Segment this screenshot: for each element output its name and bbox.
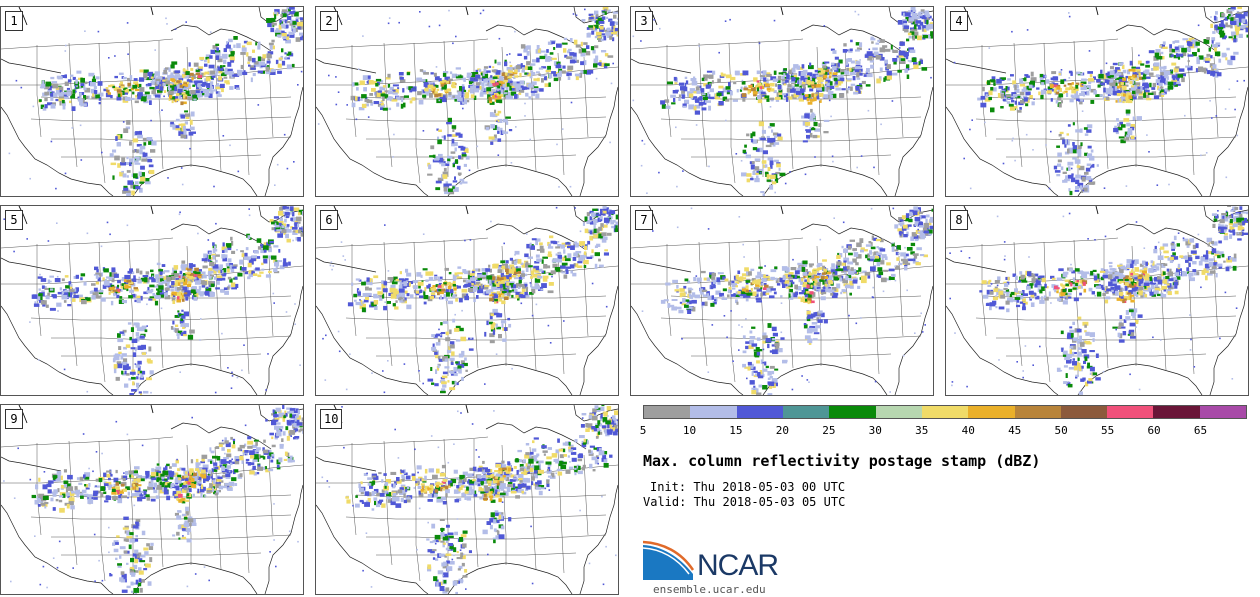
- ensemble-member-panel: 3: [630, 6, 934, 197]
- panel-number: 5: [5, 210, 23, 230]
- colorbar-tick-label: 50: [1054, 424, 1068, 437]
- colorbar-segment: [1014, 406, 1061, 418]
- ensemble-member-panel: 9: [0, 404, 304, 595]
- reflectivity-map: [631, 7, 933, 196]
- colorbar-segment: [1199, 406, 1247, 418]
- reflectivity-map: [946, 7, 1248, 196]
- colorbar-tick-label: 25: [822, 424, 836, 437]
- colorbar-segment: [736, 406, 783, 418]
- colorbar-tick-label: 45: [1008, 424, 1022, 437]
- reflectivity-map: [946, 206, 1248, 395]
- ensemble-member-panel: 2: [315, 6, 619, 197]
- colorbar-tick-label: 65: [1193, 424, 1208, 437]
- panel-number: 9: [5, 409, 23, 429]
- colorbar-tick-label: 30: [868, 424, 882, 437]
- ensemble-member-panel: 8: [945, 205, 1249, 396]
- colorbar-segment: [829, 406, 876, 418]
- ensemble-member-panel: 1: [0, 6, 304, 197]
- ncar-logo-icon: [643, 540, 695, 580]
- colorbar-tick-label: 35: [915, 424, 929, 437]
- colorbar-segment: [644, 406, 691, 418]
- reflectivity-map: [316, 206, 618, 395]
- panel-number: 10: [320, 409, 343, 429]
- colorbar-tick-label: 20: [775, 424, 789, 437]
- reflectivity-colorbar: [643, 405, 1247, 419]
- colorbar-tick-label: 15: [729, 424, 743, 437]
- ensemble-member-panel: 10: [315, 404, 619, 595]
- reflectivity-map: [1, 7, 303, 196]
- colorbar-segment: [1060, 406, 1108, 418]
- colorbar-segment: [782, 406, 830, 418]
- panel-number: 4: [950, 11, 968, 31]
- panel-number: 1: [5, 11, 23, 31]
- colorbar-segment: [921, 406, 969, 418]
- panel-number: 3: [635, 11, 653, 31]
- reflectivity-map: [1, 405, 303, 594]
- reflectivity-map: [1, 206, 303, 395]
- ensemble-member-panel: 6: [315, 205, 619, 396]
- colorbar-segment: [968, 406, 1015, 418]
- colorbar-tick-label: 60: [1147, 424, 1161, 437]
- colorbar-tick-label: 5: [639, 424, 647, 437]
- init-time: Init: Thu 2018-05-03 00 UTC: [650, 480, 846, 494]
- panel-number: 6: [320, 210, 338, 230]
- reflectivity-map: [631, 206, 933, 395]
- ensemble-member-panel: 5: [0, 205, 304, 396]
- reflectivity-map: [316, 7, 618, 196]
- ncar-logo-text: NCAR: [697, 549, 779, 582]
- ensemble-member-panel: 4: [945, 6, 1249, 197]
- colorbar-tick-label: 40: [961, 424, 975, 437]
- panel-number: 7: [635, 210, 653, 230]
- site-url: ensemble.ucar.edu: [653, 583, 766, 596]
- valid-time: Valid: Thu 2018-05-03 05 UTC: [643, 495, 846, 509]
- colorbar-segment: [1107, 406, 1154, 418]
- reflectivity-map: [316, 405, 618, 594]
- colorbar-segment: [690, 406, 737, 418]
- colorbar-tick-label: 55: [1100, 424, 1115, 437]
- figure-title: Max. column reflectivity postage stamp (…: [643, 452, 1041, 470]
- panel-number: 2: [320, 11, 338, 31]
- colorbar-tick-label: 10: [682, 424, 697, 437]
- colorbar-segment: [875, 406, 922, 418]
- colorbar-segment: [1153, 406, 1200, 418]
- colorbar-ticks: 5 10 15 20 25 30 35 40 45 50 55 60 65: [639, 424, 1247, 438]
- panel-number: 8: [950, 210, 968, 230]
- ensemble-member-panel: 7: [630, 205, 934, 396]
